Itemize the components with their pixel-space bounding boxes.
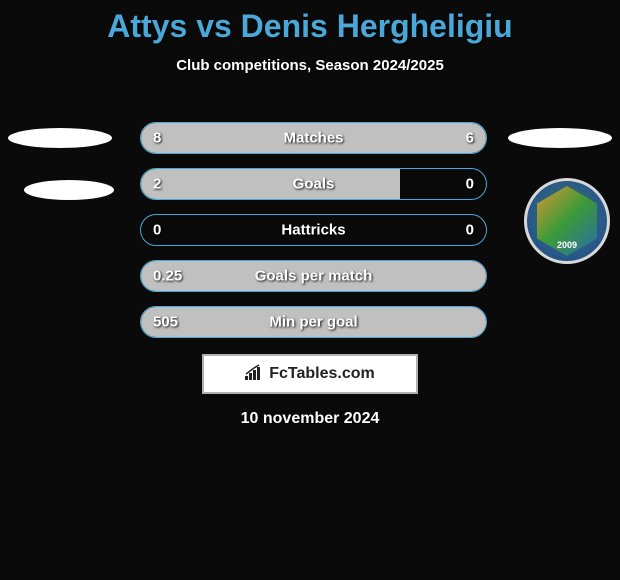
player-right-avatar: [508, 128, 612, 148]
stat-value-left: 8: [153, 130, 161, 147]
stat-value-left: 2: [153, 176, 161, 193]
stat-value-left: 0: [153, 222, 161, 239]
player-left-avatar-2: [24, 180, 114, 200]
stats-container: 8 Matches 6 2 Goals 0 0 Hattricks 0 0.25 Goals per…: [140, 122, 487, 352]
stat-label: Matches: [283, 130, 343, 147]
badge-year: 2009: [557, 240, 577, 250]
stat-value-left: 0.25: [153, 268, 182, 285]
stat-fill-right: [338, 123, 486, 153]
stat-row: 8 Matches 6: [140, 122, 487, 154]
stat-label: Goals: [293, 176, 335, 193]
stat-row: 0 Hattricks 0: [140, 214, 487, 246]
stat-value-right: 6: [466, 130, 474, 147]
stat-value-right: 0: [466, 222, 474, 239]
subtitle: Club competitions, Season 2024/2025: [0, 57, 620, 74]
chart-icon: [245, 364, 265, 385]
brand-text: FcTables.com: [269, 365, 375, 383]
stat-fill-left: [141, 169, 400, 199]
shield-icon: 2009: [537, 186, 597, 256]
club-badge-right: 2009: [524, 178, 610, 264]
stat-label: Hattricks: [281, 222, 345, 239]
brand-box[interactable]: FcTables.com: [202, 354, 418, 394]
stat-value-right: 0: [466, 176, 474, 193]
stat-row: 0.25 Goals per match: [140, 260, 487, 292]
player-left-avatar-1: [8, 128, 112, 148]
date-text: 10 november 2024: [241, 410, 380, 428]
stat-row: 2 Goals 0: [140, 168, 487, 200]
page-title: Attys vs Denis Hergheligiu: [0, 0, 620, 45]
stat-label: Min per goal: [269, 314, 357, 331]
stat-value-left: 505: [153, 314, 178, 331]
stat-label: Goals per match: [255, 268, 373, 285]
stat-row: 505 Min per goal: [140, 306, 487, 338]
